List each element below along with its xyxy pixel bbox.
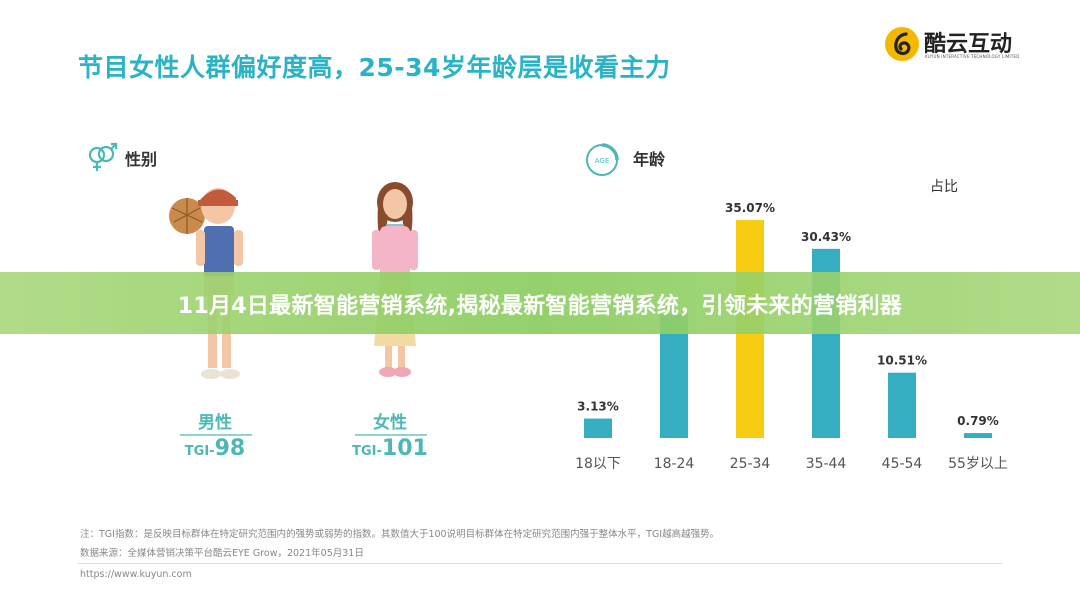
page-headline: 节目女性人群偏好度高，25-34岁年龄层是收看主力 [78,53,671,82]
data-label-55岁以上: 0.79% [957,414,999,428]
data-label-25-34: 35.07% [725,201,775,215]
gender-section-title: 性别 [125,150,158,169]
kuyun-logo-icon [885,27,919,61]
data-label-45-54: 10.51% [877,354,927,368]
footer-divider [78,563,1002,564]
brand-logo: 酷云互动 KUYUN INTERACTIVE TECHNOLOGY LIMITE… [884,24,1034,64]
data-source-footnote: 数据来源：全媒体营销决策平台酷云EYE Grow，2021年05月31日 [80,548,364,559]
x-tick-18-24: 18-24 [654,456,695,472]
data-label-35-44: 30.43% [801,230,851,244]
bar-45-54 [888,372,916,438]
female-tgi-prefix: TGI- [352,444,382,459]
male-tgi-prefix: TGI- [184,444,215,459]
y-axis-label: 占比 [930,179,958,195]
x-tick-35-44: 35-44 [806,456,847,472]
age-icon: AGE [586,143,619,176]
bar-18以下 [584,418,612,438]
age-section-title: 年龄 [633,150,666,169]
female-tgi-value: 101 [381,436,428,461]
logo-subtitle: KUYUN INTERACTIVE TECHNOLOGY LIMITED [925,54,1020,59]
tgi-footnote: 注：TGI指数：是反映目标群体在特定研究范围内的强势或弱势的指数。其数值大于10… [80,529,720,540]
male-tgi-underline [180,434,252,436]
gender-icon [88,142,118,171]
title-banner: 11月4日最新智能营销系统,揭秘最新智能营销系统，引领未来的营销利器 [0,272,1080,334]
age-icon-text: AGE [595,157,610,165]
male-label: 男性 [198,413,232,433]
bar-55岁以上 [964,433,992,438]
x-tick-25-34: 25-34 [730,456,771,472]
male-tgi-value: 98 [214,436,246,461]
banner-title: 11月4日最新智能营销系统,揭秘最新智能营销系统，引领未来的营销利器 [177,294,903,319]
logo-name: 酷云互动 [924,32,1013,57]
x-tick-45-54: 45-54 [882,456,923,472]
male-tgi: TGI-98 [155,436,275,461]
bar-18-24 [660,313,688,438]
footer-url: https://www.kuyun.com [80,569,192,580]
data-label-18以下: 3.13% [577,400,619,414]
female-tgi: TGI-101 [330,436,450,461]
female-tgi-underline [355,434,427,436]
female-label: 女性 [373,413,407,433]
x-tick-55岁以上: 55岁以上 [948,456,1008,472]
x-tick-18以下: 18以下 [575,456,621,472]
